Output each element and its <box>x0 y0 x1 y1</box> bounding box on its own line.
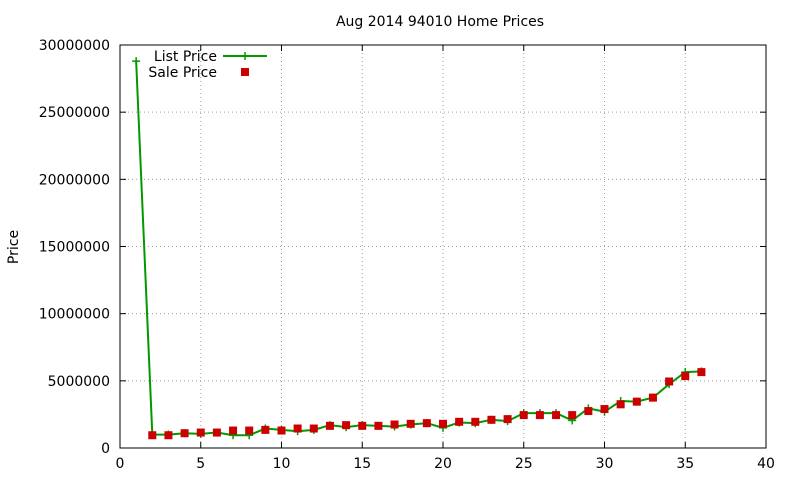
x-tick-label: 25 <box>515 456 533 472</box>
sale-price-point <box>148 431 157 440</box>
sale-price-point <box>503 415 512 424</box>
sale-price-point <box>358 421 367 430</box>
x-tick-label: 0 <box>116 456 125 472</box>
sale-price-point <box>342 421 351 430</box>
x-tick-label: 10 <box>273 456 291 472</box>
sale-price-point <box>309 424 318 433</box>
y-tick-label: 15000000 <box>39 240 110 256</box>
x-tick-label: 30 <box>596 456 614 472</box>
sale-price-point <box>261 425 270 434</box>
sale-price-point <box>212 428 221 437</box>
axes: 0 5 10 15 20 25 30 35 40 0 5000000 10000000 15000000… <box>39 38 775 472</box>
sale-price-point <box>471 417 480 426</box>
sale-price-point <box>374 421 383 430</box>
sale-price-point <box>180 429 189 438</box>
sale-price-point <box>681 372 690 381</box>
x-tick-label: 20 <box>434 456 452 472</box>
sale-price-point <box>697 368 706 377</box>
legend-label-sale-price: Sale Price <box>148 65 217 81</box>
y-tick-label: 30000000 <box>39 38 110 54</box>
sale-price-point <box>277 426 286 435</box>
sale-price-point <box>245 426 254 435</box>
sale-price-point <box>616 400 625 409</box>
sale-price-point <box>390 420 399 429</box>
y-tick-label: 5000000 <box>48 374 110 390</box>
list-price-point <box>132 57 141 66</box>
sale-price-point <box>293 424 302 433</box>
x-tick-label: 5 <box>196 456 205 472</box>
sale-price-point <box>164 431 173 440</box>
sale-price-point <box>552 411 561 420</box>
sale-price-point <box>229 426 238 435</box>
sale-price-point <box>600 405 609 414</box>
legend-label-list-price: List Price <box>154 49 217 65</box>
sale-price-point <box>406 419 415 428</box>
sale-price-point <box>632 397 641 406</box>
sale-price-point <box>439 419 447 428</box>
x-tick-label: 15 <box>353 456 371 472</box>
sale-price-point <box>487 415 496 424</box>
sale-price-point <box>325 421 334 430</box>
sale-price-point <box>519 411 528 420</box>
legend-marker-list-price <box>241 52 249 60</box>
y-axis-label: Price <box>6 230 22 264</box>
sale-price-point <box>665 377 674 386</box>
sale-price-point <box>648 393 657 402</box>
sale-price-point <box>535 411 544 420</box>
sale-price-point <box>584 407 593 416</box>
x-tick-label: 40 <box>757 456 775 472</box>
x-tick-label: 35 <box>676 456 694 472</box>
y-tick-label: 0 <box>101 441 110 457</box>
sale-price-point <box>422 419 431 428</box>
series-layer <box>132 57 706 440</box>
y-tick-label: 25000000 <box>39 105 110 121</box>
y-tick-label: 20000000 <box>39 172 110 188</box>
legend-marker-sale-price <box>241 68 249 76</box>
sale-price-point <box>196 428 205 437</box>
chart-title: Aug 2014 94010 Home Prices <box>336 14 544 30</box>
y-tick-label: 10000000 <box>39 307 110 323</box>
sale-price-point <box>455 417 464 426</box>
list-price-line <box>135 61 702 437</box>
sale-price-point <box>568 411 577 420</box>
